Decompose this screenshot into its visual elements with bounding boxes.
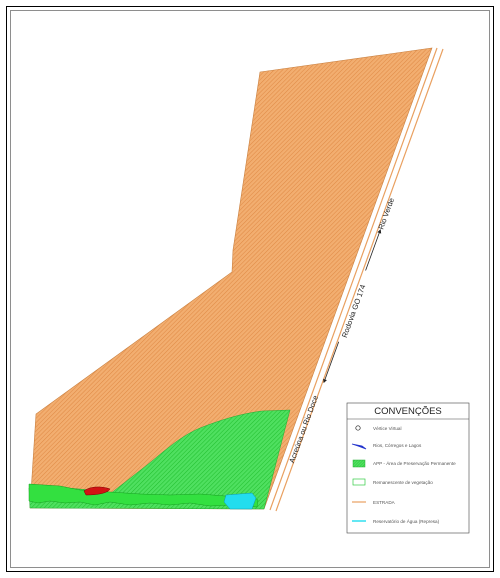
road-direction-north-arrow	[365, 232, 380, 271]
legend-label-rivers: Rios, Córregos e Lagos	[373, 443, 422, 448]
water-reservoir	[223, 492, 257, 510]
road-line-1	[269, 47, 438, 511]
road-direction-south-arrowhead	[323, 378, 327, 384]
vertex-marker-icon	[355, 425, 361, 431]
river-symbol-icon	[351, 443, 367, 450]
app-area-swatch-icon	[352, 459, 366, 468]
legend-title: CONVENÇÕES	[374, 406, 442, 417]
legend-label-vertex: Vértice Virtual	[373, 426, 402, 431]
legend-label-app: APP - Área de Preservação Permanente	[373, 460, 456, 466]
stream-margin-vegetation	[28, 483, 259, 508]
remnant-vegetation-swatch-icon	[352, 478, 366, 486]
legend-label-reservoir: Reservatório de Água (Represa)	[373, 518, 440, 524]
legend-label-road: ESTRADA	[373, 500, 396, 505]
agricultural-area	[29, 47, 433, 510]
map-inner-frame	[10, 10, 490, 568]
road-line-2	[275, 48, 444, 512]
legend-label-remnant: Remanescente de vegetação	[373, 480, 433, 485]
red-feature	[83, 486, 111, 496]
road-direction-north-arrowhead	[377, 229, 382, 234]
legend: CONVENÇÕES Vértice Virtual Rios, Córrego…	[346, 402, 470, 534]
road-direction-south-arrow	[324, 341, 340, 380]
legend-box	[346, 402, 470, 534]
